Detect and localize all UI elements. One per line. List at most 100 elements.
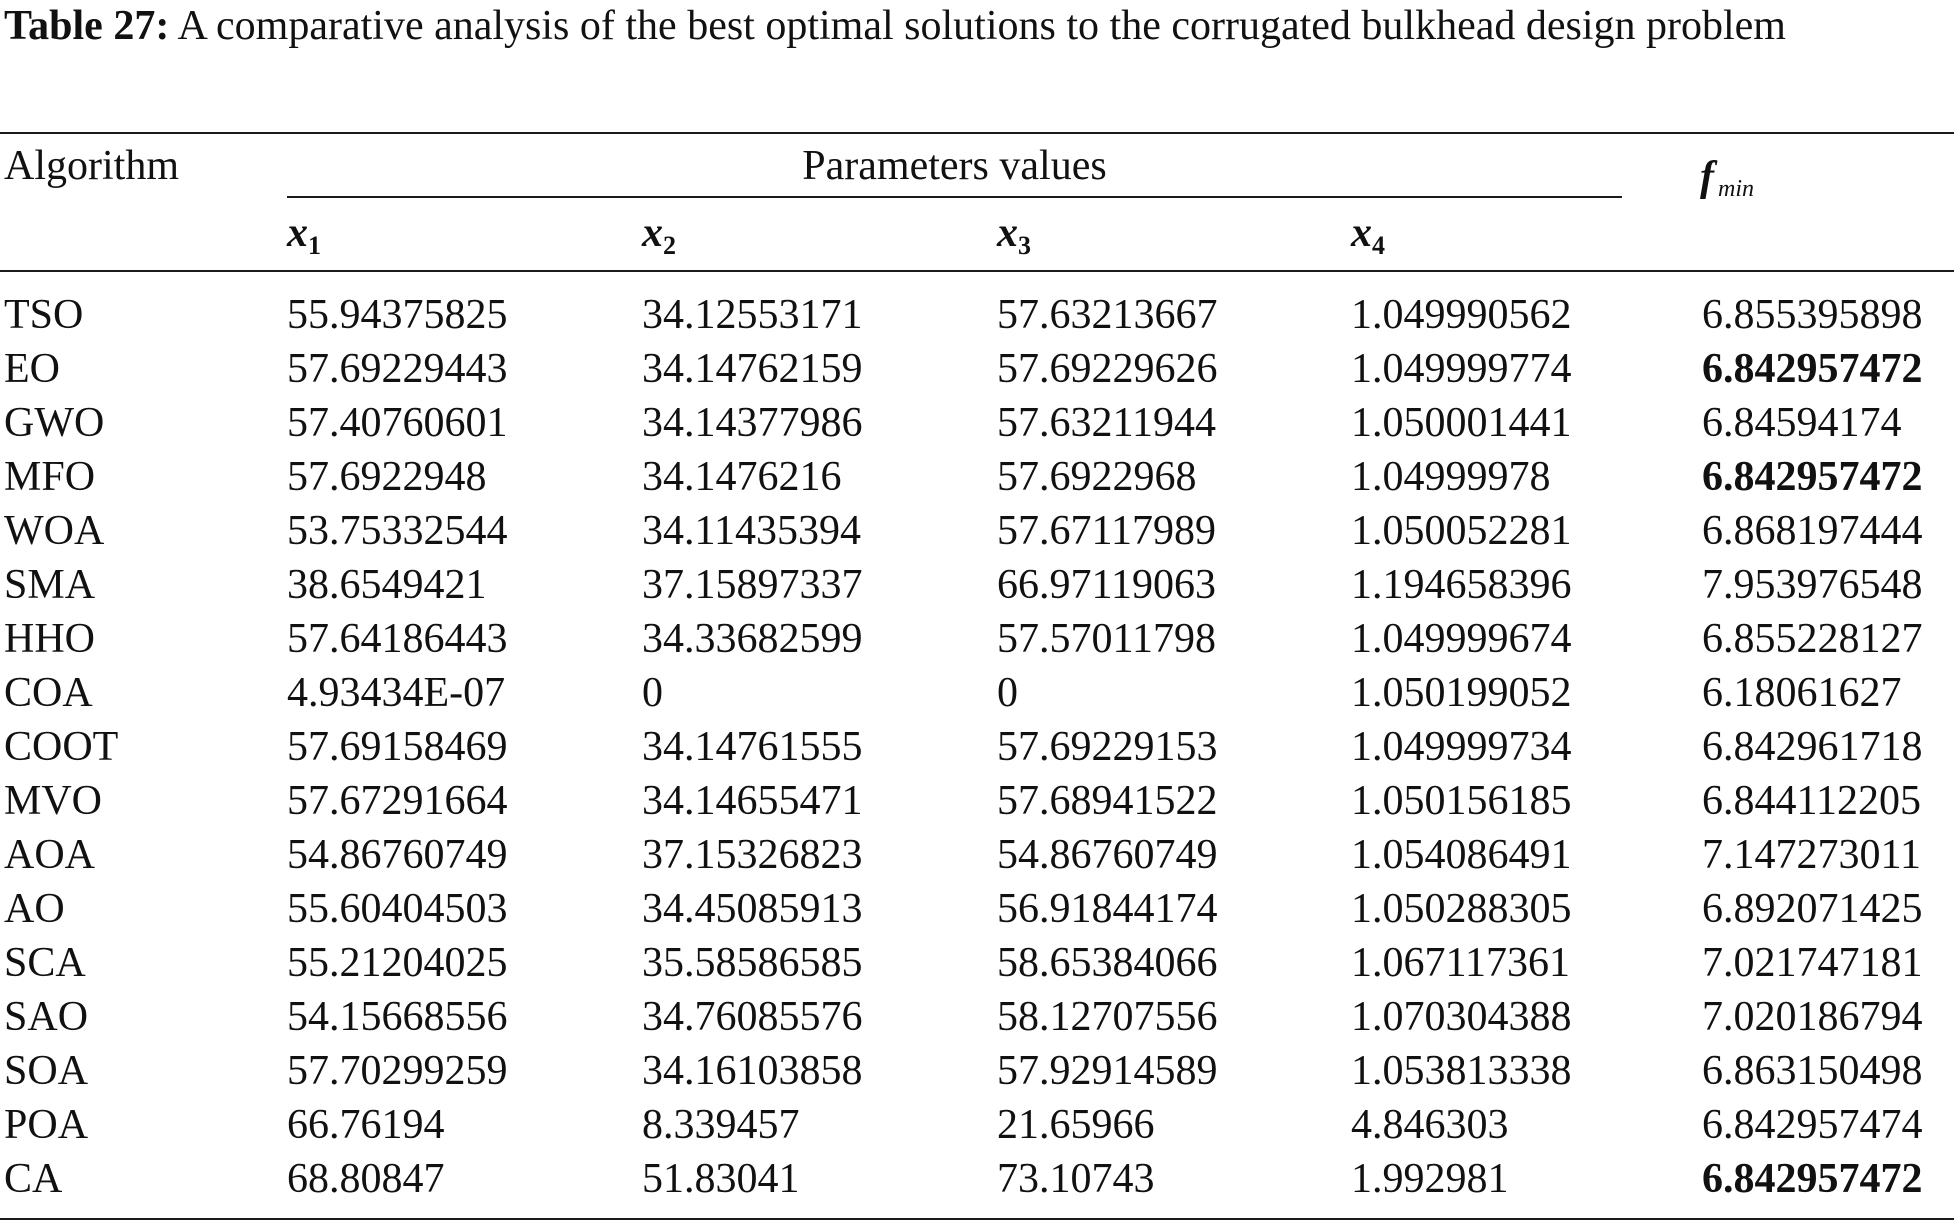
table-row: AO 55.60404503 34.45085913 56.91844174 1.050… [0, 882, 1954, 936]
fmin-cell: 7.020186794 [1702, 994, 1923, 1040]
x2-cell: 34.1476216 [642, 454, 842, 500]
x2-cell: 34.16103858 [642, 1048, 863, 1094]
caption-text: A comparative analysis of the best optim… [169, 3, 1786, 49]
header-x2-symbol: x [642, 210, 663, 256]
x4-cell: 1.049990562 [1351, 292, 1572, 338]
x2-cell: 34.14655471 [642, 778, 863, 824]
x2-cell: 34.45085913 [642, 886, 863, 932]
algorithm-cell: CA [4, 1156, 63, 1202]
algorithm-cell: SCA [4, 940, 86, 986]
x1-cell: 68.80847 [287, 1156, 445, 1202]
fmin-cell: 7.021747181 [1702, 940, 1923, 986]
algorithm-cell: SAO [4, 994, 89, 1040]
x4-cell: 1.049999674 [1351, 616, 1572, 662]
x2-cell: 35.58586585 [642, 940, 863, 986]
x4-cell: 1.070304388 [1351, 994, 1572, 1040]
fmin-cell: 7.147273011 [1702, 832, 1921, 878]
fmin-cell: 6.844112205 [1702, 778, 1921, 824]
table-row: TSO 55.94375825 34.12553171 57.63213667 1.04… [0, 288, 1954, 342]
table-row: COOT 57.69158469 34.14761555 57.69229153 1.0… [0, 720, 1954, 774]
table-row: SAO 54.15668556 34.76085576 58.12707556 1.07… [0, 990, 1954, 1044]
x1-cell: 54.15668556 [287, 994, 508, 1040]
x3-cell: 56.91844174 [997, 886, 1218, 932]
table-row: SCA 55.21204025 35.58586585 58.65384066 1.06… [0, 936, 1954, 990]
table-row: POA 66.76194 8.339457 21.65966 4.846303 6.842… [0, 1098, 1954, 1152]
header-parameters-values: Parameters values [802, 143, 1107, 189]
x3-cell: 54.86760749 [997, 832, 1218, 878]
x1-cell: 54.86760749 [287, 832, 508, 878]
table-row: HHO 57.64186443 34.33682599 57.57011798 1.04… [0, 612, 1954, 666]
table-row: AOA 54.86760749 37.15326823 54.86760749 1.05… [0, 828, 1954, 882]
table-row: WOA 53.75332544 34.11435394 57.67117989 1.05… [0, 504, 1954, 558]
parameters-span-rule [287, 196, 1622, 198]
x3-cell: 57.69229153 [997, 724, 1218, 770]
x1-cell: 55.60404503 [287, 886, 508, 932]
fmin-cell: 6.18061627 [1702, 670, 1902, 716]
x2-cell: 34.76085576 [642, 994, 863, 1040]
x2-cell: 34.14762159 [642, 346, 863, 392]
fmin-cell: 6.842957472 [1702, 346, 1923, 392]
algorithm-cell: EO [4, 346, 60, 392]
x3-cell: 66.97119063 [997, 562, 1216, 608]
header-x3-subscript: 3 [1018, 231, 1031, 260]
x3-cell: 21.65966 [997, 1102, 1155, 1148]
x2-cell: 37.15326823 [642, 832, 863, 878]
x2-cell: 0 [642, 670, 663, 716]
x1-cell: 38.6549421 [287, 562, 487, 608]
table-top-rule [0, 132, 1954, 134]
fmin-cell: 6.842957472 [1702, 1156, 1923, 1202]
fmin-cell: 6.842957474 [1702, 1102, 1923, 1148]
header-x2-subscript: 2 [663, 231, 676, 260]
x1-cell: 57.67291664 [287, 778, 508, 824]
x3-cell: 0 [997, 670, 1018, 716]
x3-cell: 73.10743 [997, 1156, 1155, 1202]
x4-cell: 1.067117361 [1351, 940, 1570, 986]
x1-cell: 57.40760601 [287, 400, 508, 446]
table-body: TSO 55.94375825 34.12553171 57.63213667 1.04… [0, 288, 1954, 1206]
fmin-cell: 7.953976548 [1702, 562, 1923, 608]
x3-cell: 57.67117989 [997, 508, 1216, 554]
x3-cell: 57.6922968 [997, 454, 1197, 500]
fmin-cell: 6.863150498 [1702, 1048, 1923, 1094]
x4-cell: 1.04999978 [1351, 454, 1551, 500]
x1-cell: 57.69158469 [287, 724, 508, 770]
fmin-cell: 6.842957472 [1702, 454, 1923, 500]
x1-cell: 66.76194 [287, 1102, 445, 1148]
x2-cell: 34.14377986 [642, 400, 863, 446]
header-x3-symbol: x [997, 210, 1018, 256]
header-x1-symbol: x [287, 210, 308, 256]
fmin-cell: 6.868197444 [1702, 508, 1923, 554]
x3-cell: 57.63211944 [997, 400, 1216, 446]
x1-cell: 57.64186443 [287, 616, 508, 662]
x4-cell: 4.846303 [1351, 1102, 1509, 1148]
x2-cell: 8.339457 [642, 1102, 800, 1148]
header-fmin: f min [1700, 152, 1754, 208]
x4-cell: 1.050052281 [1351, 508, 1572, 554]
x2-cell: 34.33682599 [642, 616, 863, 662]
algorithm-cell: SOA [4, 1048, 89, 1094]
x4-cell: 1.992981 [1351, 1156, 1509, 1202]
x4-cell: 1.194658396 [1351, 562, 1572, 608]
x4-cell: 1.050199052 [1351, 670, 1572, 716]
x2-cell: 34.14761555 [642, 724, 863, 770]
x4-cell: 1.049999774 [1351, 346, 1572, 392]
x2-cell: 34.12553171 [642, 292, 863, 338]
algorithm-cell: TSO [4, 292, 84, 338]
x1-cell: 55.21204025 [287, 940, 508, 986]
x1-cell: 57.69229443 [287, 346, 508, 392]
table-row: SOA 57.70299259 34.16103858 57.92914589 1.05… [0, 1044, 1954, 1098]
table-row: EO 57.69229443 34.14762159 57.69229626 1.049… [0, 342, 1954, 396]
header-fmin-symbol: f [1700, 154, 1714, 200]
table-label: Table 27: [4, 3, 170, 49]
x2-cell: 37.15897337 [642, 562, 863, 608]
algorithm-cell: WOA [4, 508, 105, 554]
x3-cell: 57.57011798 [997, 616, 1216, 662]
header-x1-subscript: 1 [308, 231, 321, 260]
table-row: CA 68.80847 51.83041 73.10743 1.992981 6.8429… [0, 1152, 1954, 1206]
x2-cell: 34.11435394 [642, 508, 861, 554]
table-caption: Table 27: A comparative analysis of the … [4, 0, 1944, 53]
x2-cell: 51.83041 [642, 1156, 800, 1202]
x4-cell: 1.050156185 [1351, 778, 1572, 824]
x4-cell: 1.050288305 [1351, 886, 1572, 932]
x1-cell: 57.6922948 [287, 454, 487, 500]
